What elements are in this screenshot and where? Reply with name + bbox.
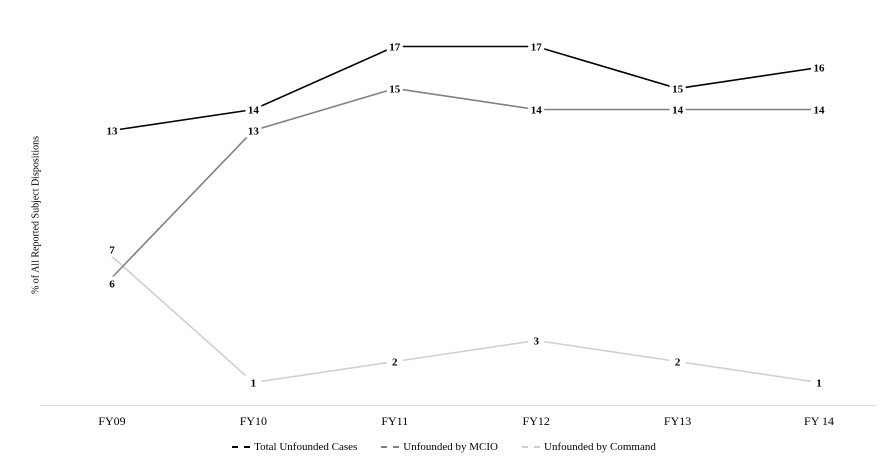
series-line-1 <box>111 87 819 279</box>
data-label-bg <box>528 333 545 348</box>
x-tick-label: FY13 <box>664 414 691 428</box>
data-label-bg <box>811 102 827 117</box>
data-label: 15 <box>672 84 684 96</box>
data-label: 6 <box>109 279 115 291</box>
data-label: 15 <box>389 84 401 96</box>
data-label: 14 <box>531 105 543 117</box>
x-tick-label: FY10 <box>240 414 267 428</box>
data-label-bg <box>669 102 686 117</box>
legend-swatch-mcio <box>381 446 400 448</box>
data-label-bg <box>811 375 827 390</box>
data-label: 1 <box>251 378 257 390</box>
series-line-2 <box>111 255 820 384</box>
data-label: 16 <box>814 63 826 75</box>
x-tick-label: FY12 <box>523 414 550 428</box>
data-label-bg <box>104 123 120 138</box>
data-label: 14 <box>672 105 684 117</box>
legend-swatch-total <box>232 446 251 448</box>
data-label-bg <box>386 81 403 96</box>
data-label: 13 <box>248 126 260 138</box>
y-axis-label: % of All Reported Subject Dispositions <box>30 135 42 295</box>
data-label-bg <box>669 81 686 96</box>
data-label-bg <box>245 102 262 117</box>
data-label-bg <box>386 39 403 54</box>
legend-label-total: Total Unfounded Cases <box>254 441 358 453</box>
data-label-bg <box>811 60 827 75</box>
data-label-bg <box>386 354 403 369</box>
data-label: 2 <box>675 357 681 369</box>
data-label-bg <box>245 123 262 138</box>
data-label: 7 <box>109 245 115 257</box>
data-label: 2 <box>392 357 398 369</box>
series-line-0 <box>111 45 820 132</box>
data-label: 17 <box>389 42 401 54</box>
legend-label-command: Unfounded by Command <box>544 441 656 453</box>
x-tick-label: FY09 <box>98 414 125 428</box>
data-label: 1 <box>816 378 822 390</box>
data-label: 13 <box>107 126 119 138</box>
legend: Total Unfounded Cases Unfounded by MCIO … <box>0 441 888 453</box>
legend-swatch-command <box>522 446 540 448</box>
data-label-bg <box>104 276 120 291</box>
data-label-bg <box>245 375 262 390</box>
x-tick-label: FY11 <box>381 414 408 428</box>
data-label-bg <box>528 102 545 117</box>
legend-label-mcio: Unfounded by MCIO <box>403 441 498 453</box>
data-label: 14 <box>248 105 260 117</box>
legend-item-total: Total Unfounded Cases <box>232 441 357 453</box>
data-label: 3 <box>533 336 539 348</box>
data-label-bg <box>104 242 120 257</box>
data-label: 17 <box>531 42 543 54</box>
legend-item-mcio: Unfounded by MCIO <box>381 441 498 453</box>
legend-item-command: Unfounded by Command <box>522 441 656 453</box>
data-label-bg <box>528 39 545 54</box>
data-label: 14 <box>814 105 826 117</box>
x-tick-label: FY 14 <box>804 414 834 428</box>
data-label-bg <box>669 354 686 369</box>
